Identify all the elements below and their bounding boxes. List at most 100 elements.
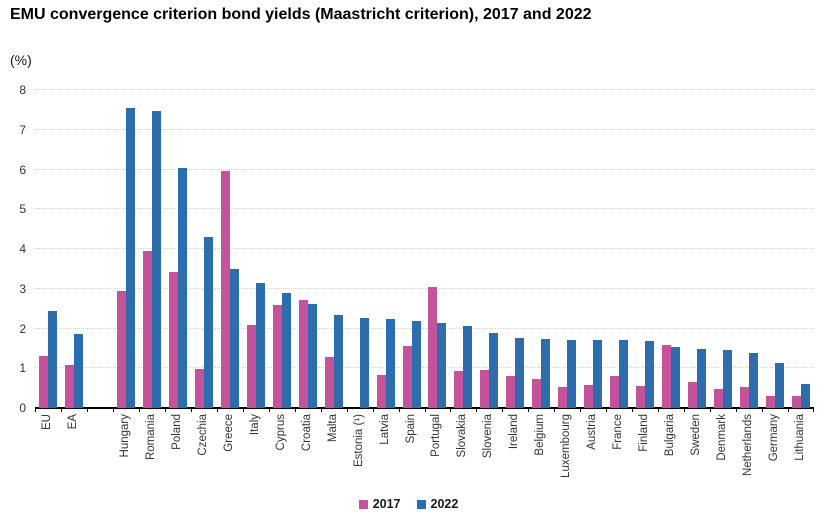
legend-item-2022[interactable]: 2022 xyxy=(416,497,458,511)
x-axis-line xyxy=(35,407,814,409)
x-label-estonia: Estonia (¹) xyxy=(352,414,365,468)
x-label-romania: Romania xyxy=(144,414,157,461)
bar-2017-finland[interactable] xyxy=(636,386,646,408)
bar-2022-hungary[interactable] xyxy=(125,107,135,408)
bar-2017-czechia[interactable] xyxy=(194,369,204,408)
x-label-lithuania: Lithuania xyxy=(794,414,807,461)
bar-2017-lithuania[interactable] xyxy=(792,396,802,408)
bar-2022-poland[interactable] xyxy=(177,167,187,408)
x-label-denmark: Denmark xyxy=(716,414,729,461)
bar-2022-slovenia[interactable] xyxy=(489,333,499,408)
bar-2022-belgium[interactable] xyxy=(541,339,551,408)
bar-2017-ireland[interactable] xyxy=(506,376,516,408)
bar-2022-germany[interactable] xyxy=(775,362,785,408)
bar-2022-estonia[interactable] xyxy=(359,317,369,408)
x-axis-tick xyxy=(425,408,426,412)
x-axis-tick xyxy=(321,408,322,412)
bar-2022-ireland[interactable] xyxy=(515,338,525,408)
x-axis-tick xyxy=(528,408,529,412)
legend-label-2017: 2017 xyxy=(372,497,401,511)
unit-label: (%) xyxy=(10,52,32,68)
bar-2017-slovenia[interactable] xyxy=(480,369,490,408)
bar-2017-luxembourg[interactable] xyxy=(558,386,568,408)
bar-2017-slovakia[interactable] xyxy=(454,371,464,408)
bar-2022-latvia[interactable] xyxy=(385,318,395,408)
x-label-slovenia: Slovenia xyxy=(482,414,495,459)
x-axis-labels: EU EA Hungary Romania Poland Czechia Greece Ita… xyxy=(35,414,814,498)
bar-2017-malta[interactable] xyxy=(324,357,334,408)
bar-2017-poland[interactable] xyxy=(168,272,178,408)
bar-2017-eu[interactable] xyxy=(38,355,48,408)
bar-2017-spain[interactable] xyxy=(402,346,412,408)
x-axis-tick xyxy=(554,408,555,412)
bar-2022-spain[interactable] xyxy=(411,320,421,408)
x-axis-tick xyxy=(191,408,192,412)
legend: 2017 2022 xyxy=(0,497,817,511)
y-tick-label-5: 5 xyxy=(19,202,26,217)
x-axis-tick xyxy=(139,408,140,412)
x-axis-tick xyxy=(736,408,737,412)
bar-2017-cyprus[interactable] xyxy=(272,304,282,408)
gridline-y2 xyxy=(35,327,814,329)
bar-2017-austria[interactable] xyxy=(584,384,594,408)
bar-2022-italy[interactable] xyxy=(255,282,265,408)
x-label-sweden: Sweden xyxy=(690,414,703,456)
bar-2022-ea[interactable] xyxy=(73,334,83,408)
bar-2022-eu[interactable] xyxy=(47,310,57,408)
bar-2017-romania[interactable] xyxy=(142,251,152,408)
x-axis-tick xyxy=(658,408,659,412)
bar-2017-netherlands[interactable] xyxy=(740,387,750,408)
x-axis-tick xyxy=(710,408,711,412)
bar-2022-sweden[interactable] xyxy=(697,348,707,408)
x-label-portugal: Portugal xyxy=(430,414,443,457)
bar-2017-france[interactable] xyxy=(610,375,620,408)
legend-item-2017[interactable]: 2017 xyxy=(358,497,401,511)
bar-2022-france[interactable] xyxy=(619,340,629,408)
x-label-ireland: Ireland xyxy=(508,414,521,450)
y-tick-label-2: 2 xyxy=(19,321,26,336)
x-axis-tick xyxy=(217,408,218,412)
gridline-y4 xyxy=(35,248,814,249)
x-label-luxembourg: Luxembourg xyxy=(560,414,573,478)
bar-2017-greece[interactable] xyxy=(220,171,230,408)
bar-2017-latvia[interactable] xyxy=(376,375,386,408)
bar-2022-finland[interactable] xyxy=(645,341,655,408)
legend-swatch-2017 xyxy=(358,499,368,509)
bar-2017-germany[interactable] xyxy=(766,395,776,408)
bar-2022-cyprus[interactable] xyxy=(281,292,291,408)
bar-2022-malta[interactable] xyxy=(333,314,343,408)
y-tick-label-6: 6 xyxy=(19,162,26,177)
bar-2017-belgium[interactable] xyxy=(532,379,542,408)
bar-2022-portugal[interactable] xyxy=(437,322,447,408)
x-axis-tick xyxy=(476,408,477,412)
bar-2022-netherlands[interactable] xyxy=(749,352,759,408)
bar-2022-slovakia[interactable] xyxy=(463,325,473,408)
plot-area xyxy=(35,89,814,412)
bar-2017-bulgaria[interactable] xyxy=(662,345,672,408)
x-axis-tick xyxy=(35,408,36,412)
x-axis-tick xyxy=(113,408,114,412)
x-label-ea: EA xyxy=(66,414,79,430)
bar-2017-portugal[interactable] xyxy=(428,286,438,408)
bar-2022-bulgaria[interactable] xyxy=(671,347,681,408)
x-label-greece: Greece xyxy=(222,414,235,452)
bar-2017-hungary[interactable] xyxy=(116,290,126,408)
bar-2022-austria[interactable] xyxy=(593,340,603,408)
bar-2022-luxembourg[interactable] xyxy=(567,339,577,408)
bar-2022-czechia[interactable] xyxy=(203,237,213,408)
bar-2022-croatia[interactable] xyxy=(307,303,317,408)
bar-2017-croatia[interactable] xyxy=(298,299,308,408)
bar-2017-sweden[interactable] xyxy=(688,382,698,408)
bar-2022-greece[interactable] xyxy=(229,269,239,408)
x-label-germany: Germany xyxy=(768,414,781,462)
bar-2017-ea[interactable] xyxy=(64,365,74,408)
bar-2022-romania[interactable] xyxy=(151,111,161,408)
bar-2017-italy[interactable] xyxy=(246,324,256,408)
bar-2017-denmark[interactable] xyxy=(714,388,724,408)
y-tick-label-4: 4 xyxy=(19,242,26,256)
bar-2022-lithuania[interactable] xyxy=(801,383,811,408)
bar-2022-denmark[interactable] xyxy=(723,350,733,408)
x-label-austria: Austria xyxy=(586,414,599,450)
gridline-y6 xyxy=(35,168,814,170)
x-axis-tick xyxy=(788,408,789,412)
